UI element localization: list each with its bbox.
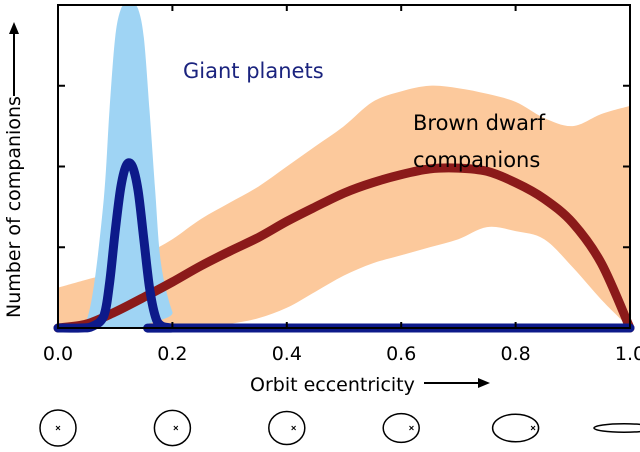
band-giant-planets (58, 4, 630, 331)
x-tick-label: 1.0 (615, 343, 640, 365)
orbit-focus-mark (291, 425, 296, 431)
annotation-brown-dwarf: Brown dwarf (413, 111, 546, 135)
x-tick-label: 0.6 (386, 343, 416, 365)
x-tick-label: 0.4 (272, 343, 302, 365)
orbit-focus-mark (55, 425, 61, 431)
x-axis-arrowhead (478, 378, 490, 388)
orbit-focus-mark (173, 425, 179, 431)
axis-ticks: 0.0 0.2 0.4 0.6 0.8 1.0 (43, 5, 640, 365)
annotation-companions: companions (413, 148, 540, 172)
orbit-focus-mark (409, 425, 414, 431)
orbit-ellipse (153, 409, 192, 447)
orbit-ellipse (382, 412, 420, 444)
orbit-ellipse (268, 410, 306, 446)
x-tick-label: 0.2 (157, 343, 187, 365)
uncertainty-bands (58, 4, 630, 331)
orbit-ellipse (491, 413, 540, 443)
y-axis-label: Number of companions (3, 96, 25, 318)
y-axis-arrowhead (9, 22, 19, 34)
x-tick-label: 0.8 (500, 343, 530, 365)
x-axis-label: Orbit eccentricity (250, 374, 415, 396)
annotation-giant-planets: Giant planets (183, 59, 324, 83)
orbit-ellipse (39, 409, 77, 447)
orbit-focus-mark (530, 425, 536, 431)
orbit-ellipse (593, 423, 640, 433)
x-tick-label: 0.0 (43, 343, 73, 365)
orbit-examples (39, 409, 640, 447)
